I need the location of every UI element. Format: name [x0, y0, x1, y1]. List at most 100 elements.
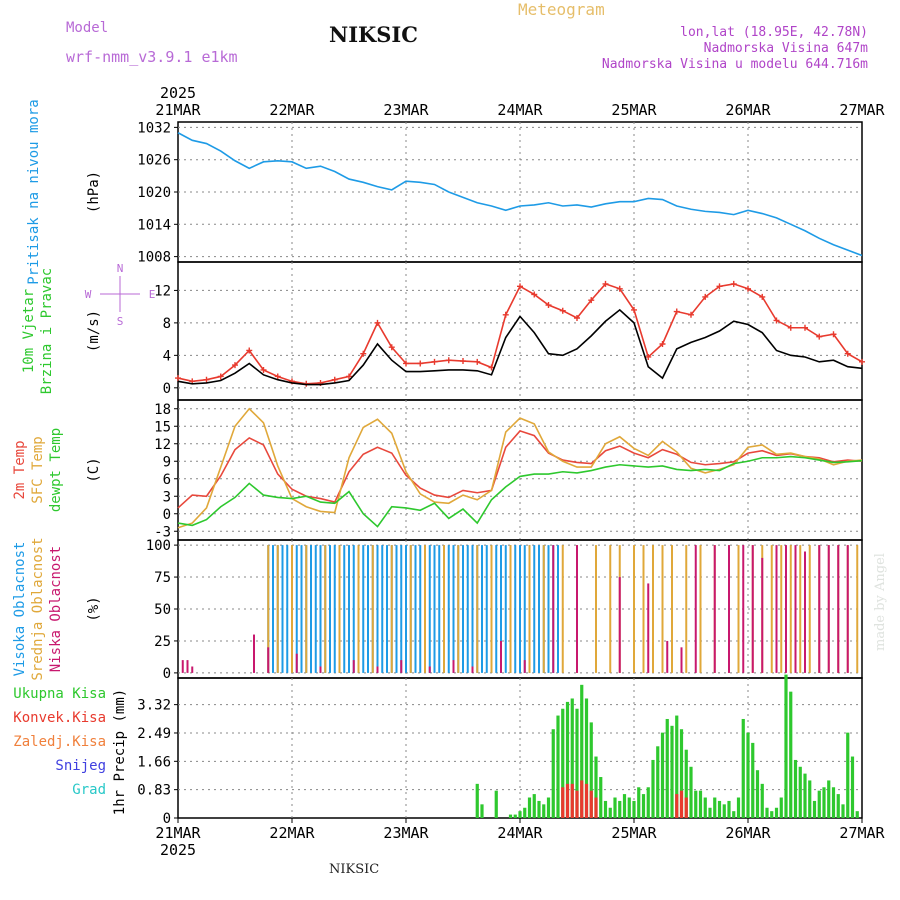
- panel-unit: (%): [86, 596, 102, 621]
- model-name: wrf-nmm_v3.9.1 e1km: [66, 48, 238, 66]
- bar-visoka-oblacnost: [367, 545, 369, 673]
- y-tick-label: 1020: [137, 185, 171, 201]
- panel-label: Brzina i Pravac: [39, 268, 55, 394]
- bar-srednja-oblacnost: [780, 545, 783, 673]
- bar-ukupna-kisa: [751, 742, 755, 818]
- series-marker: [559, 307, 566, 314]
- y-tick-label: 75: [154, 570, 171, 586]
- bar-ukupna-kisa: [618, 800, 622, 818]
- bar-ukupna-kisa: [580, 684, 584, 818]
- bar-srednja-oblacnost: [357, 545, 360, 673]
- series-marker: [659, 340, 666, 347]
- series-marker: [374, 319, 381, 326]
- series-marker: [616, 285, 623, 292]
- bar-visoka-oblacnost: [462, 545, 464, 673]
- bar-srednja-oblacnost: [609, 545, 612, 673]
- bar-srednja-oblacnost: [561, 545, 564, 673]
- bar-visoka-oblacnost: [523, 545, 526, 673]
- bar-ukupna-kisa: [561, 708, 565, 818]
- bar-srednja-oblacnost: [291, 545, 293, 673]
- bar-ukupna-kisa: [632, 800, 636, 818]
- bar-niska-oblacnost: [500, 640, 502, 673]
- y-tick-label: 1026: [137, 153, 171, 169]
- bar-visoka-oblacnost: [485, 545, 488, 673]
- precip-legend-item: Konvek.Kisa: [13, 710, 106, 726]
- bar-ukupna-kisa: [855, 811, 859, 818]
- x-tick-label-top: 27MAR: [839, 101, 885, 119]
- bar-ukupna-kisa: [789, 691, 793, 818]
- y-tick-label: 12: [154, 283, 171, 299]
- bar-visoka-oblacnost: [295, 545, 298, 673]
- bar-srednja-oblacnost: [789, 545, 792, 673]
- bar-visoka-oblacnost: [343, 545, 346, 673]
- bar-ukupna-kisa: [565, 701, 570, 818]
- bar-ukupna-kisa: [603, 800, 608, 818]
- bar-ukupna-kisa: [774, 807, 779, 818]
- model-elevation-label: Nadmorska Visina u modelu 644.716m: [601, 57, 868, 72]
- x-tick-label-top: 23MAR: [383, 101, 429, 119]
- x-tick-label-bottom: 22MAR: [269, 824, 315, 842]
- series-marker: [474, 358, 481, 365]
- bar-ukupna-kisa: [755, 770, 760, 818]
- bar-niska-oblacnost: [181, 660, 184, 673]
- bar-niska-oblacnost: [680, 647, 683, 673]
- series-marker: [802, 324, 808, 331]
- bar-visoka-oblacnost: [533, 545, 536, 673]
- bar-niska-oblacnost: [352, 660, 355, 673]
- series-marker: [346, 373, 352, 380]
- y-tick-label: 15: [154, 419, 171, 435]
- series-marker: [388, 344, 395, 351]
- panel-pressure: [174, 121, 863, 263]
- bar-ukupna-kisa: [822, 787, 826, 818]
- bar-ukupna-kisa: [784, 674, 788, 818]
- y-tick-label: 50: [154, 602, 171, 618]
- bar-ukupna-kisa: [494, 790, 498, 818]
- panel-label: dewpt Temp: [48, 428, 64, 512]
- bar-niska-oblacnost: [694, 545, 697, 673]
- bar-visoka-oblacnost: [538, 545, 540, 673]
- bar-ukupna-kisa: [599, 777, 603, 818]
- series-marker: [673, 308, 680, 315]
- panel-temperature: [174, 399, 863, 541]
- dir-legend-s: S: [117, 315, 124, 328]
- bar-srednja-oblacnost: [267, 545, 270, 673]
- series-line-brzina: [177, 308, 863, 386]
- y-tick-label: 0: [163, 666, 171, 682]
- bar-niska-oblacnost: [818, 545, 821, 673]
- bar-niska-oblacnost: [794, 545, 797, 673]
- series-marker: [588, 297, 595, 304]
- series-marker: [631, 306, 637, 313]
- bar-ukupna-kisa: [537, 800, 541, 818]
- panel-label: 2m Temp: [12, 440, 28, 499]
- bar-visoka-oblacnost: [281, 545, 284, 673]
- series-marker: [175, 375, 181, 382]
- bar-srednja-oblacnost: [661, 545, 664, 673]
- dir-legend-w: W: [85, 288, 92, 301]
- bar-ukupna-kisa: [665, 718, 669, 818]
- bar-ukupna-kisa: [722, 804, 726, 818]
- bar-ukupna-kisa: [656, 746, 660, 818]
- model-label: Model: [66, 20, 109, 36]
- bar-ukupna-kisa: [841, 804, 845, 818]
- precip-legend-item: Grad: [72, 782, 106, 798]
- bar-konvek-kisa: [584, 783, 589, 818]
- bar-visoka-oblacnost: [333, 545, 336, 673]
- series-marker: [203, 376, 210, 383]
- series-line-2m-temp: [177, 429, 863, 509]
- series-marker: [602, 280, 609, 287]
- bar-ukupna-kisa: [523, 807, 527, 818]
- panel-frame: [177, 399, 863, 541]
- bar-ukupna-kisa: [732, 811, 736, 818]
- y-tick-label: 1.66: [137, 754, 171, 770]
- bar-niska-oblacnost: [804, 551, 806, 673]
- bar-niska-oblacnost: [761, 557, 764, 673]
- series-marker: [730, 280, 737, 287]
- bar-srednja-oblacnost: [424, 545, 426, 673]
- y-tick-label: 2.49: [137, 726, 171, 742]
- bar-visoka-oblacnost: [272, 545, 274, 673]
- bar-visoka-oblacnost: [381, 545, 384, 673]
- bar-ukupna-kisa: [651, 759, 655, 818]
- bar-niska-oblacnost: [400, 660, 403, 673]
- bar-visoka-oblacnost: [310, 545, 312, 673]
- series-marker: [517, 283, 523, 290]
